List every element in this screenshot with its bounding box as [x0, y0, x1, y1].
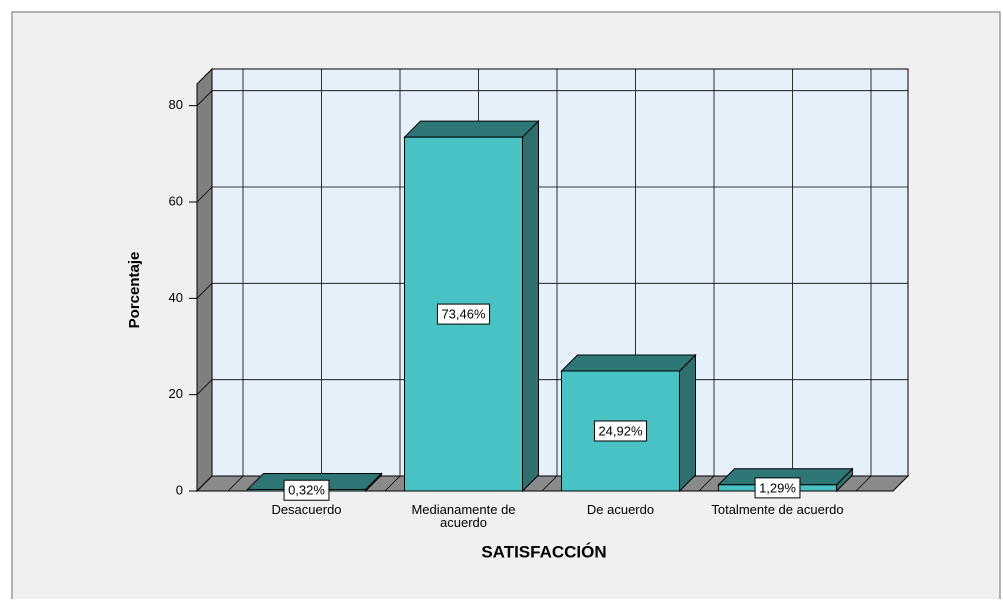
bar-side	[522, 119, 539, 493]
value-label: 24,92%	[598, 423, 643, 438]
x-tick-label: Desacuerdo	[271, 502, 342, 517]
bar-top	[560, 354, 697, 372]
floor-line	[855, 475, 872, 492]
y-tick-label: 80	[169, 97, 183, 112]
floor-line	[698, 475, 715, 492]
value-label: 0,32%	[288, 483, 325, 498]
x-tick-label: Totalmente de acuerdo	[711, 502, 844, 517]
grid-line	[196, 186, 213, 203]
y-axis-title: Porcentaje	[126, 252, 143, 329]
grid-line	[196, 475, 213, 492]
value-label-box	[593, 420, 648, 442]
y-tick-label: 60	[169, 193, 183, 208]
back-wall	[211, 68, 909, 477]
grid-line	[196, 379, 213, 395]
floor-line	[541, 475, 558, 492]
value-label: 1,29%	[759, 480, 796, 495]
value-label-box	[754, 477, 801, 499]
y-tick-label: 40	[169, 290, 183, 305]
x-axis-title: SATISFACCIÓN	[481, 542, 606, 561]
floor-line	[384, 475, 401, 492]
bar-side	[679, 353, 696, 493]
floor-line	[227, 475, 244, 492]
x-tick-label: De acuerdo	[586, 502, 655, 517]
value-label-box	[283, 479, 330, 501]
value-label-box	[436, 303, 491, 325]
y-tick-label: 20	[169, 386, 183, 401]
value-label: 73,46%	[441, 307, 486, 322]
bar-top	[403, 120, 540, 138]
grid-line	[196, 283, 213, 299]
y-tick-label: 0	[176, 482, 183, 497]
grid-line	[196, 90, 213, 106]
x-tick-label: Medianamente de acuerdo	[411, 502, 516, 530]
left-wall	[196, 67, 213, 493]
